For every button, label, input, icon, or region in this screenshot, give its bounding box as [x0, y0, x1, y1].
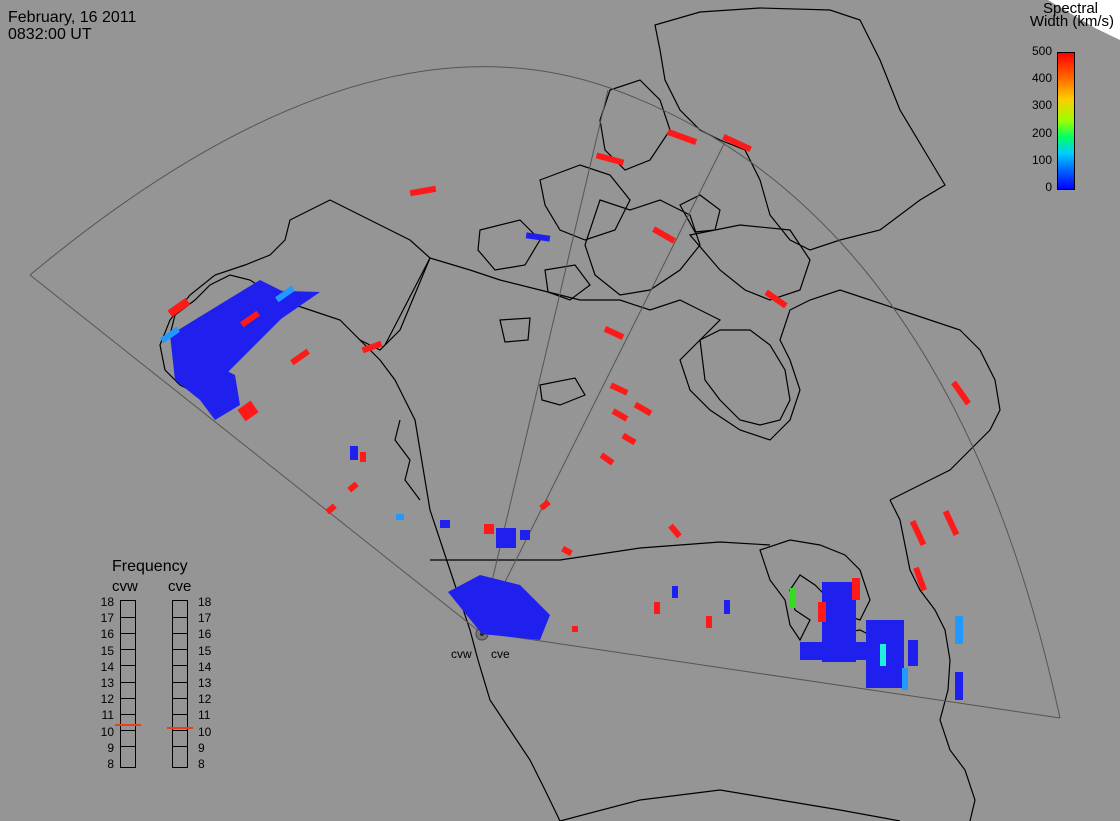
time-label: 0832:00 UT [8, 26, 92, 43]
frequency-bar-divider [121, 632, 135, 634]
frequency-scale-label: 13 [100, 676, 114, 690]
scatter-alaska [160, 280, 320, 422]
frequency-scale-label: 15 [100, 643, 114, 658]
frequency-bar-cve [167, 600, 193, 768]
frequency-bar-divider [173, 713, 187, 715]
frequency-scale-label: 10 [100, 724, 114, 739]
frequency-panel: Frequency cvw cve 18 17 16 15 14 13 12 11 10 9 8 1… [88, 558, 218, 788]
frequency-scale-label: 11 [101, 708, 114, 723]
frequency-bar-divider [121, 730, 135, 732]
legend-title-line1: Spectral [1042, 0, 1098, 17]
frequency-scale-label: 10 [198, 724, 212, 739]
frequency-scale-label: 18 [100, 595, 114, 609]
legend-tick-label: 0 [1045, 180, 1052, 194]
frequency-scale-label: 16 [100, 627, 114, 642]
radar-label-cve: cve [491, 647, 510, 661]
frequency-bar-divider [173, 649, 187, 651]
frequency-bar-divider [173, 697, 187, 699]
frequency-bar-divider [173, 616, 187, 618]
frequency-scale-label: 16 [198, 627, 212, 642]
frequency-scale-label: 11 [198, 708, 211, 723]
legend-colorbar [1057, 52, 1075, 190]
frequency-scale-label: 17 [100, 611, 114, 626]
scatter-red-dashes [325, 129, 971, 632]
scatter-great-lakes [790, 578, 963, 700]
frequency-bar-divider [121, 649, 135, 651]
frequency-scale-label: 18 [198, 595, 212, 609]
map-corner [1048, 0, 1120, 40]
frequency-title: Frequency [112, 558, 188, 575]
frequency-bar-divider [173, 746, 187, 748]
frequency-scale-label: 14 [100, 659, 114, 674]
frequency-scale-label: 8 [107, 757, 114, 771]
legend-tick-label: 200 [1031, 125, 1052, 140]
frequency-bar-divider [121, 616, 135, 618]
frequency-scale-label: 17 [198, 611, 212, 626]
frequency-bar-divider [173, 632, 187, 634]
frequency-scale-label: 13 [198, 676, 212, 690]
frequency-scale-label: 9 [107, 740, 114, 755]
frequency-bar-divider [121, 746, 135, 748]
legend-tick-label: 500 [1031, 44, 1052, 58]
frequency-marker [115, 723, 141, 726]
frequency-radar-label-cvw: cvw [112, 578, 138, 595]
legend-tick-label: 300 [1031, 98, 1052, 113]
frequency-radar-label-cve: cve [168, 578, 192, 595]
scatter-blue-dashes [396, 232, 730, 614]
date-label: February, 16 2011 [8, 9, 137, 26]
frequency-bar-divider [121, 665, 135, 667]
frequency-bar-divider [121, 713, 135, 715]
coastlines [159, 7, 1001, 821]
frequency-bar-divider [121, 681, 135, 683]
legend-tick-label: 400 [1031, 71, 1052, 86]
frequency-scale-label: 12 [100, 692, 114, 707]
frequency-marker [167, 726, 193, 729]
frequency-scale-label: 8 [198, 757, 205, 771]
frequency-bar-divider [173, 681, 187, 683]
frequency-bar-divider [121, 697, 135, 699]
radar-label-cvw: cvw [451, 647, 472, 661]
frequency-scale-label: 12 [198, 692, 212, 707]
frequency-scale-label: 15 [198, 643, 212, 658]
frequency-scale-label: 9 [198, 740, 205, 755]
frequency-bar-cvw [115, 600, 141, 768]
legend-title-line2: Width (km/s) [1029, 13, 1114, 30]
legend-tick-label: 100 [1031, 152, 1052, 167]
frequency-bar-divider [173, 665, 187, 667]
scatter-radar-fan [350, 446, 550, 640]
frequency-scale-label: 14 [198, 659, 212, 674]
frequency-bar-divider [173, 730, 187, 732]
